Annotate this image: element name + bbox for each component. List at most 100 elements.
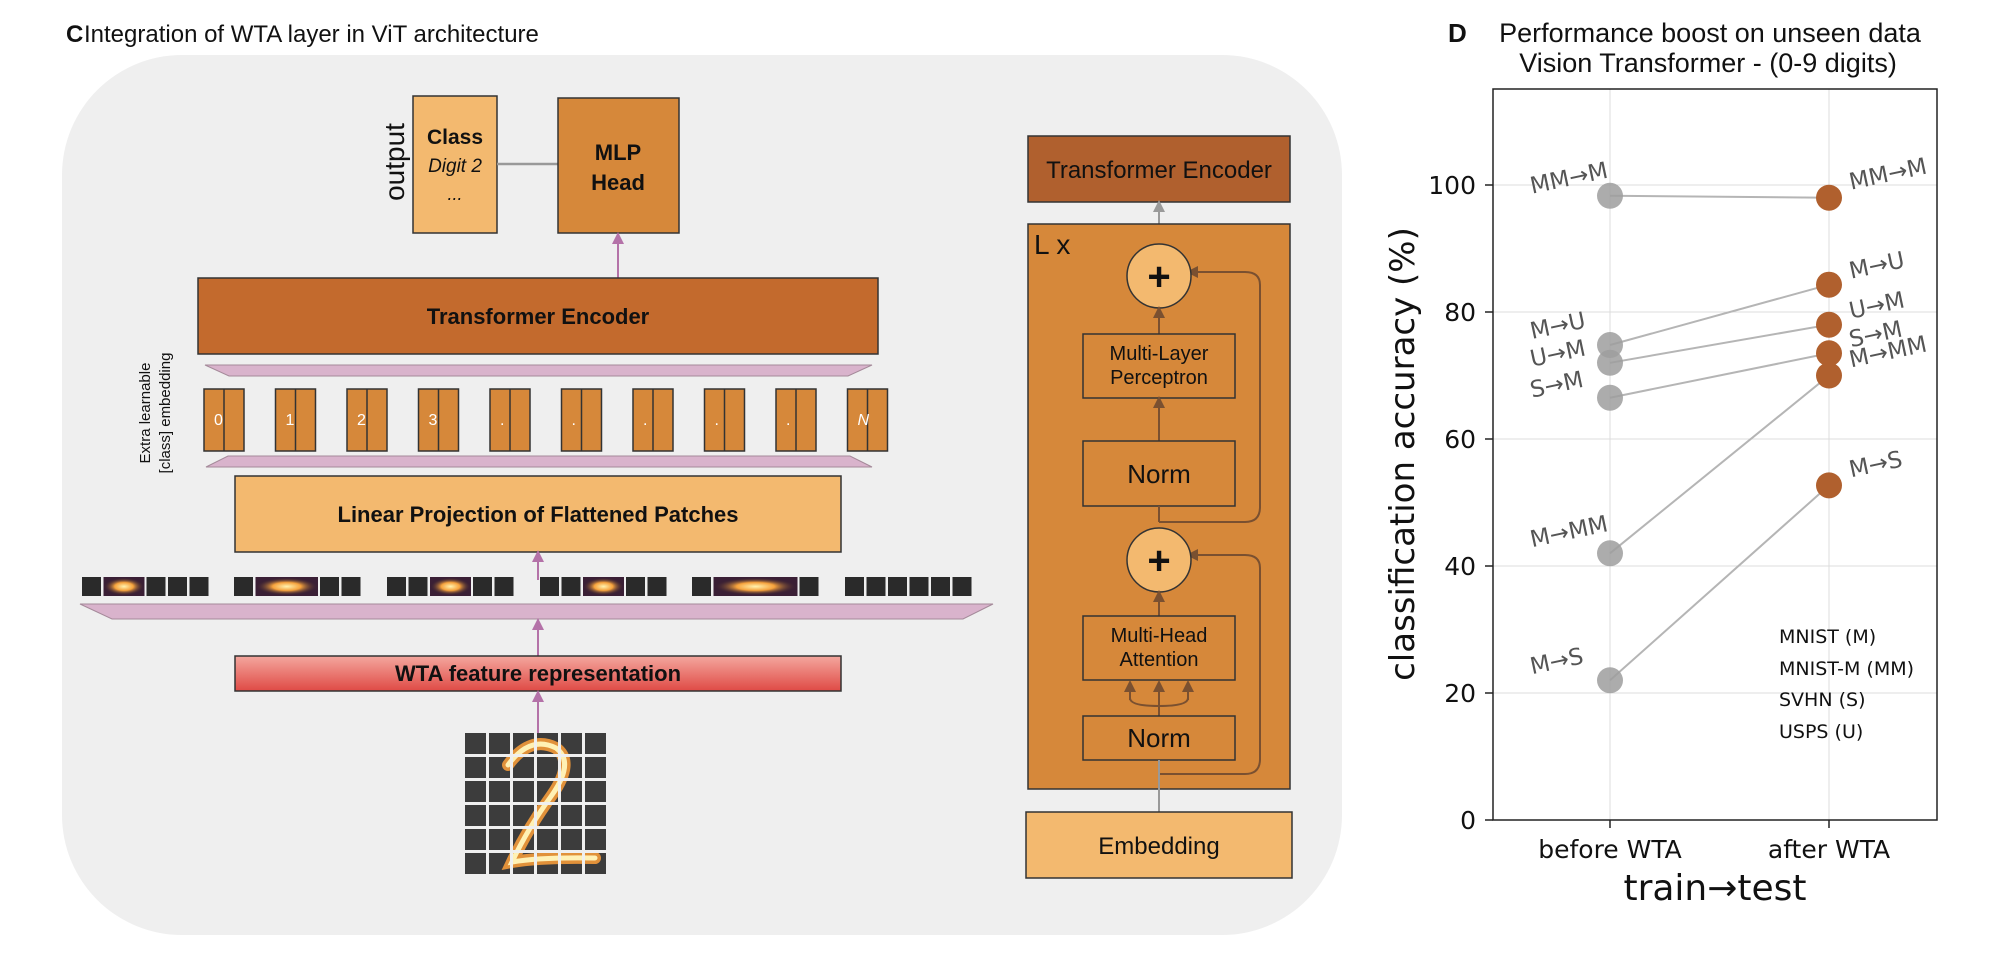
x-tick-label: after WTA xyxy=(1768,835,1890,864)
patch-cell xyxy=(952,577,972,596)
digit-grid-gap xyxy=(558,733,561,874)
digit-patch xyxy=(489,733,510,754)
label-before: M→S xyxy=(1528,644,1586,681)
token-label: . xyxy=(500,412,504,429)
mlp-head-line1: MLP xyxy=(595,140,641,165)
patch-cell xyxy=(494,577,514,596)
patch-cell xyxy=(866,577,886,596)
digit-patch xyxy=(465,853,486,874)
add-sign-top: + xyxy=(1147,255,1170,299)
token-label: . xyxy=(572,412,576,429)
patch-strips xyxy=(82,577,972,596)
patch-cell xyxy=(408,577,428,596)
digit-grid-gap xyxy=(465,850,606,853)
patch-cell xyxy=(473,577,492,596)
y-tick-label: 0 xyxy=(1460,806,1476,835)
detail-encoder-title-box xyxy=(1027,135,1291,203)
patch-glow xyxy=(583,577,624,596)
y-tick-label: 100 xyxy=(1428,171,1476,200)
legend-item-mnist-m: MNIST-M (MM) xyxy=(1779,658,1914,680)
plot-frame xyxy=(1492,88,1938,821)
mlp-head-box xyxy=(557,97,680,234)
detail-repeat-label: L x xyxy=(1034,229,1070,260)
detail-mha-line2: Attention xyxy=(1120,649,1199,671)
patch-cell xyxy=(909,577,929,596)
patch-cell xyxy=(540,577,559,596)
pink-band-patches xyxy=(79,603,994,620)
series-line xyxy=(1609,283,1830,346)
digit-patch xyxy=(513,757,534,778)
point-after xyxy=(1816,184,1842,211)
y-tick-label: 20 xyxy=(1444,679,1476,708)
token-label: . xyxy=(643,412,647,429)
point-after xyxy=(1816,271,1842,298)
digit-grid-gap xyxy=(465,826,606,829)
mlp-head-line2: Head xyxy=(591,170,645,195)
point-before xyxy=(1597,540,1623,567)
series-line xyxy=(1609,484,1830,682)
digit-patch xyxy=(489,829,510,850)
class-box-title: Class xyxy=(427,126,483,149)
detail-embedding-box xyxy=(1025,811,1293,879)
token-label: 0 xyxy=(214,412,223,429)
legend-item-usps: USPS (U) xyxy=(1779,721,1863,743)
y-axis-label: classification accuracy (%) xyxy=(1383,227,1423,681)
digit-grid-gap xyxy=(465,802,606,805)
patch-cell xyxy=(168,577,187,596)
chart-lines xyxy=(1609,194,1830,682)
digit-patch xyxy=(489,805,510,826)
linear-projection-label: Linear Projection of Flattened Patches xyxy=(338,502,739,527)
residual-path-top xyxy=(1159,266,1261,523)
digit-patch xyxy=(561,781,582,802)
legend: MNIST (M) MNIST-M (MM) SVHN (S) USPS (U) xyxy=(1779,626,1914,743)
patch-cell xyxy=(146,577,166,596)
chart-point-labels: MM→M MM→MM→UM→UU→MU→MS→MS→MM→MMM→MMM→SM→S xyxy=(1528,154,1929,680)
patch-cell xyxy=(387,577,406,596)
digit-patch xyxy=(585,757,606,778)
wta-box xyxy=(234,655,842,692)
patch-cell xyxy=(234,577,253,596)
legend-item-svhn: SVHN (S) xyxy=(1779,689,1865,711)
output-label: output xyxy=(379,123,410,201)
panel-c-title: Integration of WTA layer in ViT architec… xyxy=(84,21,539,48)
series-line xyxy=(1609,352,1830,399)
panel-d-title-line1: Performance boost on unseen data xyxy=(1499,18,1922,48)
label-before: S→M xyxy=(1528,367,1586,404)
token-label: . xyxy=(715,412,719,429)
detail-embedding-label: Embedding xyxy=(1098,833,1219,860)
y-tick-label: 60 xyxy=(1444,425,1476,454)
digit-patch xyxy=(465,805,486,826)
detail-encoder-title: Transformer Encoder xyxy=(1046,157,1272,184)
digit-patch xyxy=(465,829,486,850)
patch-cell xyxy=(561,577,581,596)
digit-patch xyxy=(465,781,486,802)
pink-band-bottom xyxy=(205,455,873,468)
digit-stroke-inner xyxy=(505,741,598,866)
wta-label: WTA feature representation xyxy=(395,661,681,686)
digit-patch xyxy=(513,781,534,802)
legend-item-mnist: MNIST (M) xyxy=(1779,626,1876,648)
token-label: 3 xyxy=(429,412,438,429)
point-after xyxy=(1816,340,1842,367)
patch-cell xyxy=(341,577,361,596)
digit-patch xyxy=(585,733,606,754)
y-tick-label: 80 xyxy=(1444,298,1476,327)
token-label: 2 xyxy=(357,412,366,429)
pink-band-top xyxy=(204,364,873,377)
mha-input-arrows xyxy=(1129,697,1189,716)
label-after: M→U xyxy=(1847,247,1907,284)
token-label: . xyxy=(786,412,790,429)
patch-cell xyxy=(845,577,864,596)
detail-mlp-box xyxy=(1082,333,1236,399)
patch-cell xyxy=(626,577,645,596)
detail-norm-top-label: Norm xyxy=(1127,459,1191,489)
transformer-encoder-label: Transformer Encoder xyxy=(427,304,650,329)
point-before xyxy=(1597,332,1623,359)
patch-cell xyxy=(320,577,339,596)
panel-d: D Performance boost on unseen data Visio… xyxy=(1383,18,1938,909)
transformer-encoder-box xyxy=(197,277,879,355)
patch-glow xyxy=(255,577,318,596)
digit-patch xyxy=(465,757,486,778)
digit-patch xyxy=(561,829,582,850)
